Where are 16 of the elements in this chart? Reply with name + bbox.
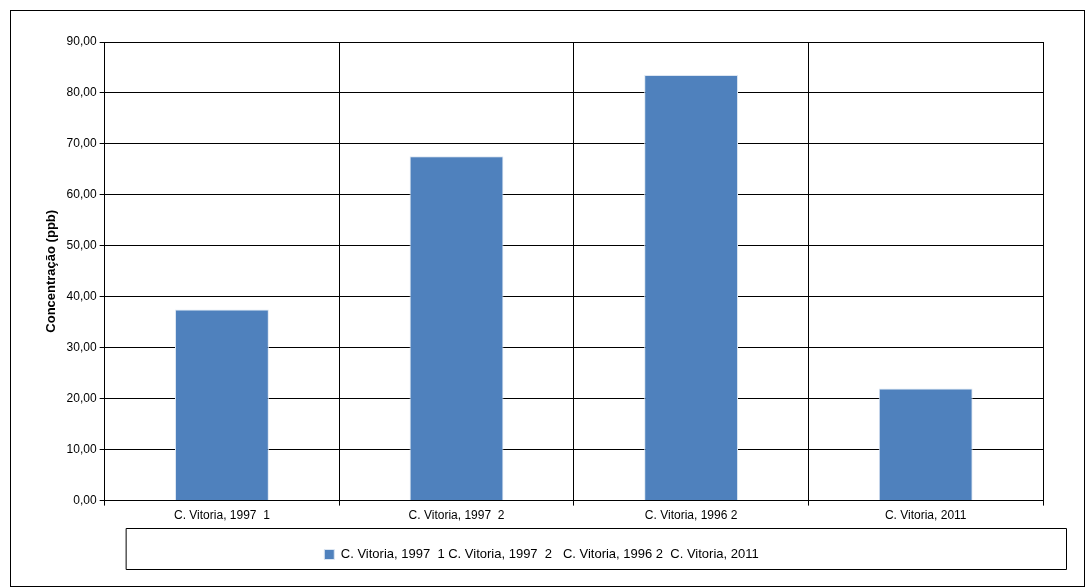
y-tick-label: 60,00 [66,187,97,202]
x-tick-label: C. Vitoria, 1997 1 [174,508,271,523]
y-tick-label: 40,00 [66,289,97,304]
y-tick-label: 0,00 [73,492,97,507]
y-tick-label: 30,00 [66,340,97,355]
y-tick-label: 90,00 [66,34,97,49]
y-tick-label: 10,00 [66,441,97,456]
y-tick-label: 70,00 [66,136,97,151]
y-tick-label: 20,00 [66,391,97,405]
x-tick-label: C. Vitoria, 1997 2 [408,508,505,523]
legend-label: C. Vitoria, 1997 1 C. Vitoria, 1997 2 C. Vitoria, 1996 2 C. Vitoria, 2011 [340,546,759,562]
y-tick-label: 50,00 [66,238,97,253]
y-axis-title: Concentração (ppb) [43,209,59,333]
y-tick-label: 80,00 [66,85,97,100]
x-tick-label: C. Vitoria, 1996 2 [644,508,738,523]
x-tick-label: C. Vitoria, 2011 [884,508,967,523]
